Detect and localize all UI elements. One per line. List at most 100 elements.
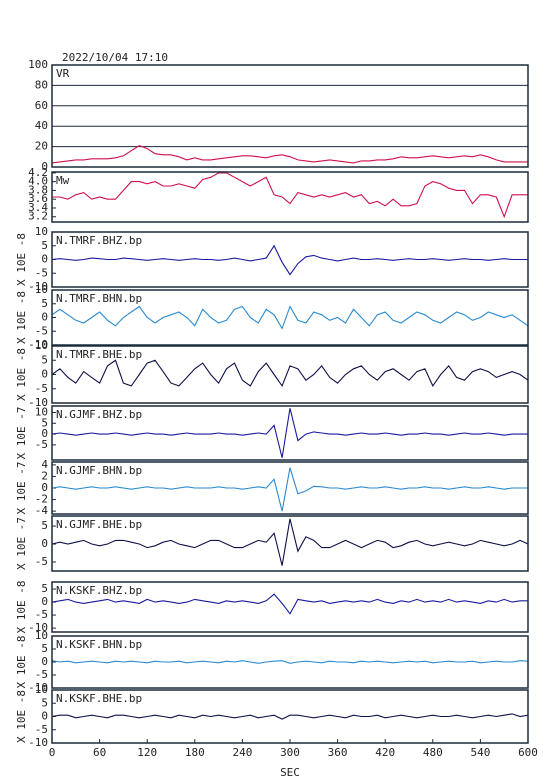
x-tick-label: 540 [470,746,490,759]
panel-frame [51,345,529,404]
x-tick-label: 120 [137,746,157,759]
y-tick-label: 0 [41,595,48,608]
x-tick-label: 60 [93,746,106,759]
y-tick-label: -10 [28,681,48,694]
x-tick-label: 180 [185,746,205,759]
panel-label: N.TMRF.BHE.bp [56,348,142,361]
y-tick-label: 0 [41,368,48,381]
y-tick-label: -5 [35,555,48,568]
y-axis-label: X 10E -8 [15,233,28,286]
panel-frame [51,289,529,346]
x-tick-label: 600 [518,746,538,759]
y-tick-label: -10 [28,736,48,749]
y-axis-label: X 10E -7 [15,462,28,515]
y-tick-label: 0 [41,427,48,440]
y-tick-label: 0 [41,710,48,723]
x-tick-label: 360 [328,746,348,759]
y-tick-label: 10 [35,629,48,642]
trace [51,660,529,664]
panel-frame [51,405,529,461]
trace [51,518,529,566]
y-tick-label: -5 [35,382,48,395]
y-axis-label: X 10E -8 [15,690,28,743]
x-tick-label: 420 [375,746,395,759]
y-tick-label: 2 [41,469,48,482]
y-tick-label: -2 [35,493,48,506]
trace [51,244,528,276]
y-tick-label: 0 [41,311,48,324]
y-axis-label: X 10E -8 [15,636,28,689]
y-tick-label: -5 [35,324,48,337]
panel-label: N.TMRF.BHN.bp [56,292,142,305]
y-tick-label: -10 [28,396,48,409]
y-tick-label: 5 [41,353,48,366]
y-axis-label: X 10E -7 [15,407,28,460]
y-tick-label: 3.6 [28,192,48,205]
trace [51,593,528,615]
x-tick-label: 480 [423,746,443,759]
trace [51,408,528,458]
y-tick-label: 0 [41,481,48,494]
y-tick-label: 4 [41,458,48,471]
trace [51,305,529,330]
panel-label: N.GJMF.BHZ.bp [56,408,142,421]
y-tick-label: 10 [35,283,48,296]
y-tick-label: 5 [41,297,48,310]
x-axis-label: SEC [280,766,300,779]
panel-label: N.KSKF.BHE.bp [56,692,142,705]
panel-label: VR [56,67,70,80]
y-tick-label: -10 [28,280,48,293]
y-tick-label: -5 [35,266,48,279]
y-tick-label: 5 [41,519,48,532]
panel-label: N.KSKF.BHZ.bp [56,584,142,597]
x-tick-label: 240 [232,746,252,759]
trace [51,144,528,164]
panel-label: N.GJMF.BHE.bp [56,518,142,531]
chart-title: 2022/10/04 17:10 [62,51,168,64]
x-tick-label: 300 [280,746,300,759]
panel-frame [51,461,529,515]
y-axis-label: X 10E -8 [15,348,28,401]
y-tick-label: 100 [28,58,48,71]
y-tick-label: 0 [41,655,48,668]
y-tick-label: 3.4 [28,201,48,214]
x-tick-label: 0 [49,746,56,759]
y-tick-label: 4.2 [28,166,48,179]
y-tick-label: 5 [41,642,48,655]
panel-label: N.TMRF.BHZ.bp [56,234,142,247]
trace [51,467,528,512]
y-tick-label: 20 [35,140,48,153]
y-tick-label: 80 [35,78,48,91]
y-tick-label: -5 [35,438,48,451]
y-tick-label: 3.8 [28,183,48,196]
y-tick-label: 40 [35,119,48,132]
y-tick-label: 5 [41,239,48,252]
y-tick-label: -5 [35,668,48,681]
y-tick-label: -5 [35,723,48,736]
y-tick-label: 4.0 [28,175,48,188]
y-tick-label: 0 [41,160,48,173]
y-tick-label: 0 [41,537,48,550]
panel-frame [51,635,529,689]
y-tick-label: 0 [41,253,48,266]
y-tick-label: -5 [35,608,48,621]
y-axis-label: X 10E -7 [15,517,28,570]
panel-frame [51,231,529,288]
panel-label: Mw [56,174,70,187]
y-tick-label: 10 [35,225,48,238]
panel-label: N.GJMF.BHN.bp [56,464,142,477]
panel-frame [51,171,529,223]
panel-frame [51,515,529,572]
trace [52,172,528,219]
panel-label: N.KSKF.BHN.bp [56,638,142,651]
panel-frame [51,581,529,633]
y-tick-label: 60 [35,99,48,112]
y-tick-label: 5 [41,582,48,595]
y-tick-label: -4 [35,504,49,517]
y-axis-label: X 10E -8 [15,581,28,634]
trace [51,359,529,388]
y-tick-label: 10 [35,405,48,418]
y-tick-label: -10 [28,338,48,351]
y-tick-label: 10 [35,339,48,352]
